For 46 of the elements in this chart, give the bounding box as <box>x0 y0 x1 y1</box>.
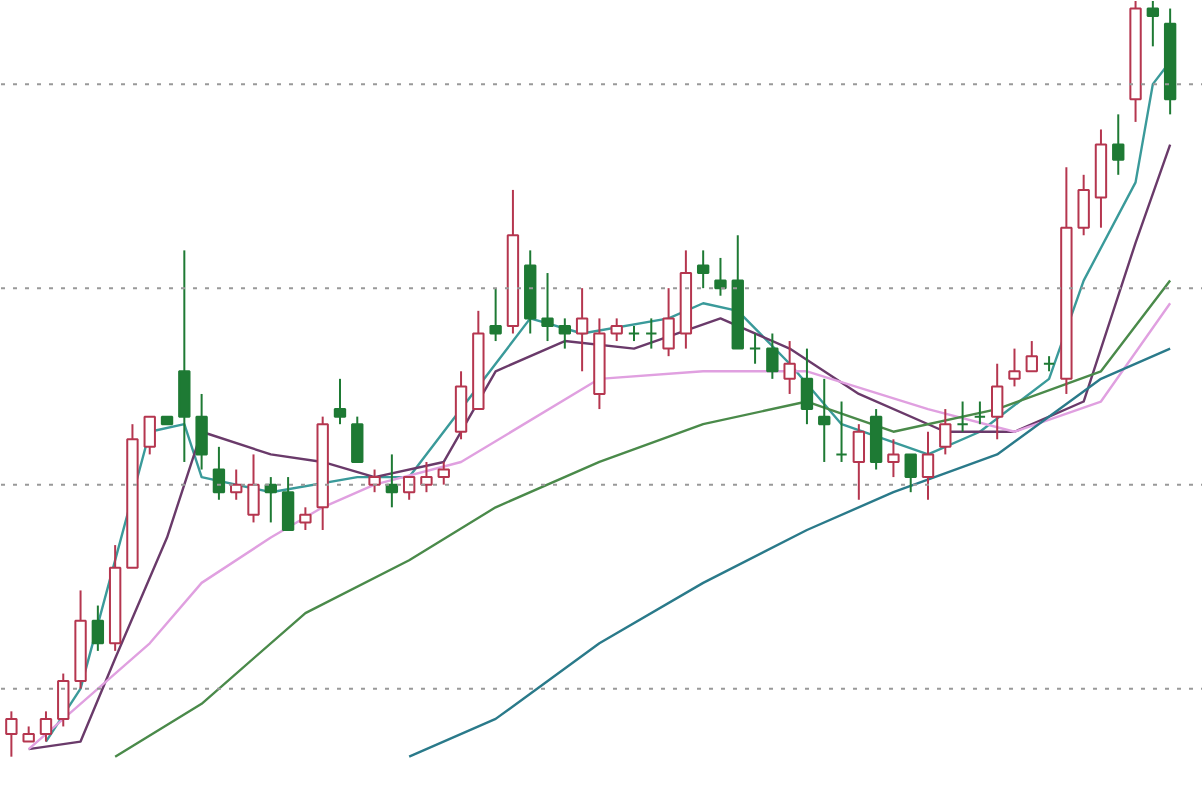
candlestick <box>662 287 675 358</box>
candlestick <box>39 710 53 743</box>
candlestick <box>247 453 260 524</box>
candlestick <box>939 408 952 456</box>
candlestick <box>645 317 658 350</box>
candlestick <box>904 453 917 494</box>
candlestick <box>1008 347 1021 388</box>
candlestick <box>956 400 969 433</box>
candlestick <box>212 445 226 501</box>
candlestick <box>281 476 295 531</box>
candlestick <box>299 506 312 531</box>
candlestick <box>575 287 589 373</box>
candlestick <box>143 415 156 456</box>
candlestick <box>818 377 831 463</box>
candlestick <box>766 332 779 380</box>
candlestick <box>991 362 1004 441</box>
candlestick <box>1077 173 1090 237</box>
candlestick <box>368 468 381 494</box>
candlestick <box>1146 1 1160 48</box>
candlestick <box>800 347 814 426</box>
candlestick <box>5 710 18 758</box>
candlestick <box>558 317 571 350</box>
candlestick <box>869 408 883 471</box>
candlestick <box>783 340 796 395</box>
candlestick <box>921 430 935 501</box>
candlestick <box>178 249 191 463</box>
candlestick <box>541 272 554 343</box>
candlestick <box>696 249 710 290</box>
candlestick <box>748 332 762 365</box>
candlestick <box>1112 113 1125 176</box>
candlestick <box>610 317 623 343</box>
candlestick <box>420 460 433 494</box>
candlestick <box>351 415 364 463</box>
candlestick <box>887 438 900 479</box>
candlestick <box>973 400 987 426</box>
candlestick <box>333 377 347 426</box>
candlestick <box>91 604 105 652</box>
candlestick <box>835 400 848 463</box>
candlestick <box>437 460 450 486</box>
candlestick <box>1025 340 1038 373</box>
candlestick <box>714 256 727 297</box>
candlestick <box>57 672 70 728</box>
candlestick <box>454 370 468 441</box>
candlestick <box>195 392 208 471</box>
candlestick <box>489 287 502 343</box>
candlestick <box>852 423 866 501</box>
